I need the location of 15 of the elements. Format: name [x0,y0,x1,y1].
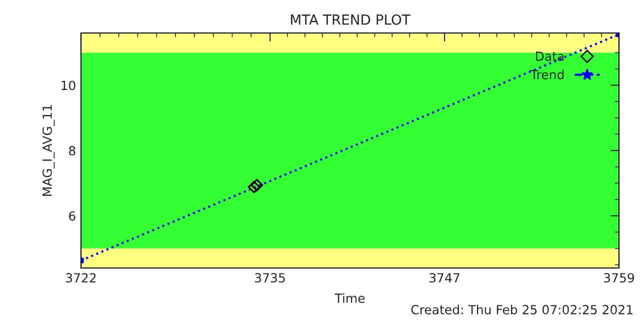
legend-label: Trend [530,70,564,80]
x-axis-title: Time [334,293,365,303]
y-tick-label: 10 [62,80,76,90]
point [250,178,264,192]
text: Created: Thu Feb 25 07:02:25 2021 [411,304,632,314]
point [248,180,260,194]
y-tick-label: 8 [69,146,76,156]
legend-label: Data [536,52,564,61]
x-tick-label: 3722 [66,273,96,283]
y-axis-title: MAG_I_AVG_11 [42,105,55,196]
x-tick-label: 3735 [255,273,285,283]
chart-title: MTA TREND PLOT [290,14,410,25]
x-tick-label: 3759 [604,273,634,283]
x-tick-label: 3747 [430,273,460,283]
y-tick-label: 6 [69,211,76,221]
